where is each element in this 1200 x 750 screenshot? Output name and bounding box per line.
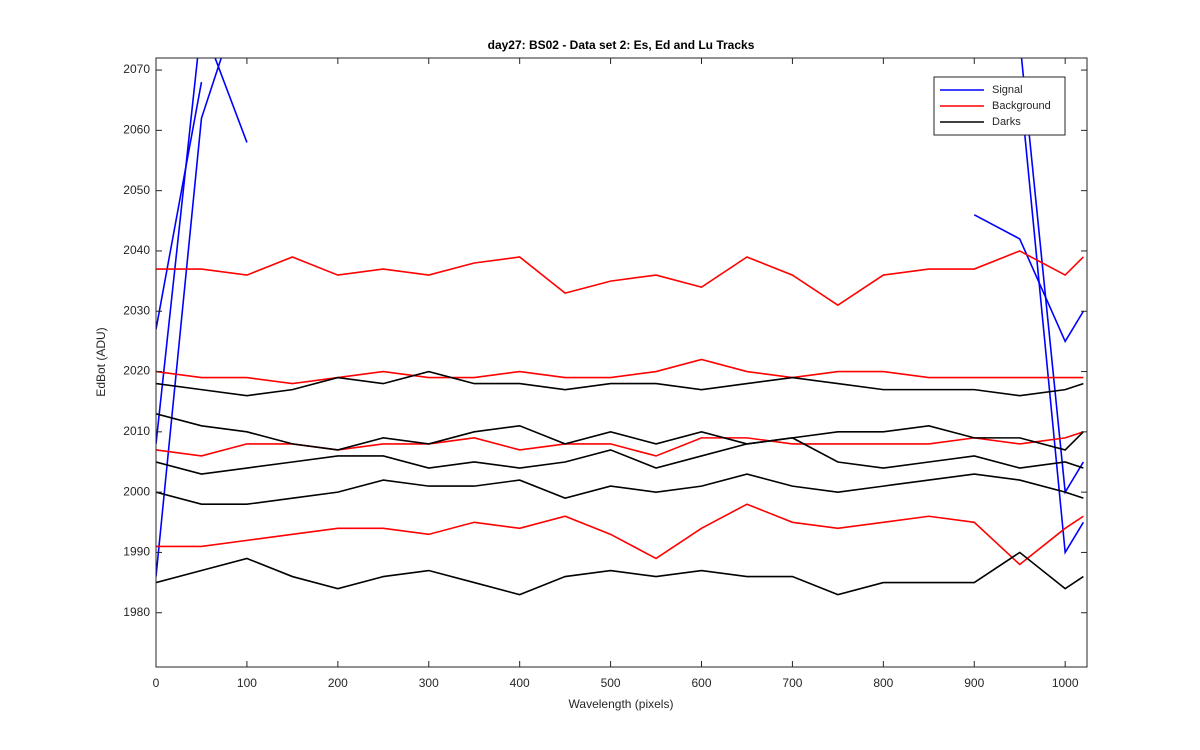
y-tick-label: 2000 — [123, 484, 150, 498]
x-tick-label: 800 — [873, 676, 893, 690]
x-tick-label: 300 — [419, 676, 439, 690]
x-tick-label: 700 — [782, 676, 802, 690]
series-line — [156, 250, 1084, 307]
y-tick-label: 2040 — [123, 243, 150, 257]
x-tick-label: 200 — [328, 676, 348, 690]
chart-title: day27: BS02 - Data set 2: Es, Ed and Lu … — [488, 38, 755, 52]
legend-label: Signal — [992, 84, 1023, 96]
y-tick-label: 2060 — [123, 123, 150, 137]
series-line — [156, 551, 1084, 596]
x-tick-label: 900 — [964, 676, 984, 690]
y-tick-label: 2070 — [123, 62, 150, 76]
y-axis-label: EdBot (ADU) — [94, 327, 108, 396]
y-tick-label: 1990 — [123, 545, 150, 559]
x-tick-label: 1000 — [1052, 676, 1079, 690]
series-line — [156, 473, 1084, 505]
x-tick-label: 500 — [601, 676, 621, 690]
y-tick-label: 2030 — [123, 303, 150, 317]
series-line — [156, 370, 1084, 397]
y-tick-label: 2050 — [123, 183, 150, 197]
y-tick-label: 1980 — [123, 605, 150, 619]
series-line — [156, 358, 1084, 385]
legend-label: Background — [992, 100, 1051, 112]
y-tick-label: 2010 — [123, 424, 150, 438]
series-line — [156, 412, 1084, 451]
series-line — [156, 58, 1085, 577]
legend-label: Darks — [992, 116, 1021, 128]
x-tick-label: 600 — [691, 676, 711, 690]
x-tick-label: 400 — [510, 676, 530, 690]
axes-box — [155, 57, 1088, 668]
plot-area — [156, 58, 1087, 667]
series-line — [156, 503, 1084, 566]
series-line — [156, 437, 1084, 475]
x-axis-label: Wavelength (pixels) — [569, 697, 674, 711]
x-tick-label: 100 — [237, 676, 257, 690]
y-tick-label: 2020 — [123, 364, 150, 378]
x-tick-label: 0 — [153, 676, 160, 690]
lines — [156, 58, 1085, 596]
series-line — [156, 81, 1085, 344]
